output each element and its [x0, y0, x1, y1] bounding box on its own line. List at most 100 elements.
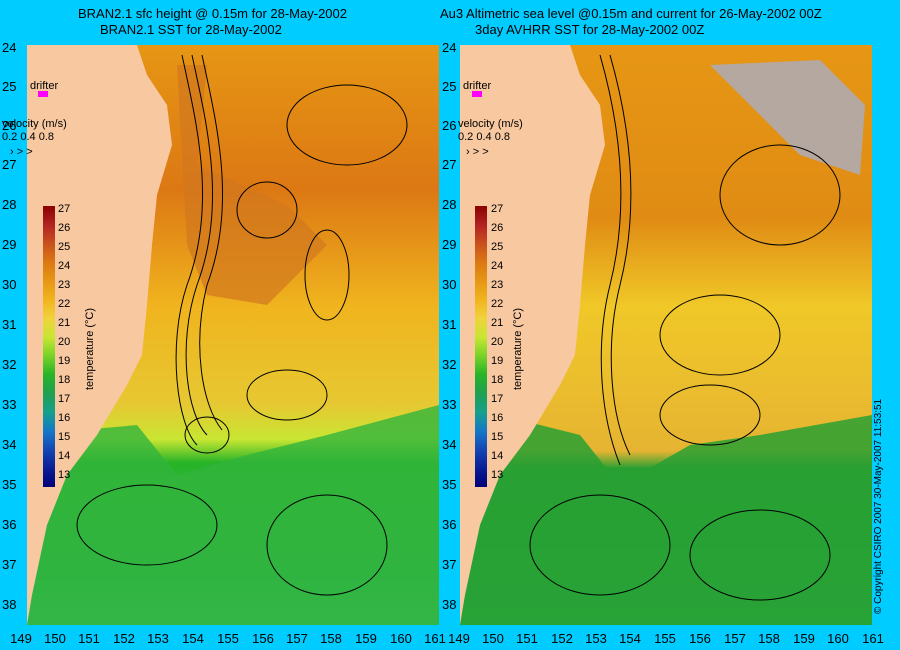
x-tick: 153	[585, 631, 607, 646]
right-sst-map	[460, 45, 872, 625]
y-tick: 37	[2, 557, 17, 572]
colorbar-tick: 24	[58, 260, 71, 272]
left-sst-map	[27, 45, 439, 625]
y-tick: 31	[442, 317, 457, 332]
y-tick: 33	[442, 397, 457, 412]
colorbar-tick: 27	[58, 203, 71, 215]
x-tick: 154	[182, 631, 204, 646]
velocity-label: velocity (m/s)	[2, 118, 67, 130]
x-tick: 156	[252, 631, 274, 646]
colorbar-tick: 21	[58, 317, 71, 329]
colorbar-tick: 20	[58, 336, 71, 348]
y-tick: 28	[442, 197, 457, 212]
x-tick: 157	[286, 631, 308, 646]
colorbar-tick: 23	[58, 279, 71, 291]
colorbar-title-right: temperature (°C)	[512, 307, 524, 390]
colorbar-tick: 13	[491, 469, 504, 481]
colorbar-tick: 20	[491, 336, 504, 348]
x-tick: 151	[516, 631, 538, 646]
y-tick: 24	[2, 40, 17, 55]
x-tick: 157	[724, 631, 746, 646]
right-map-panel	[460, 45, 872, 625]
drifter-label: drifter	[30, 80, 59, 92]
x-tick: 151	[78, 631, 100, 646]
right-land	[460, 45, 605, 625]
colorbar-tick: 14	[58, 450, 71, 462]
y-tick: 34	[442, 437, 457, 452]
x-tick: 158	[758, 631, 780, 646]
y-tick: 30	[2, 277, 17, 292]
y-tick: 35	[442, 477, 457, 492]
left-front-green	[27, 405, 439, 625]
x-tick: 160	[827, 631, 849, 646]
y-tick: 25	[2, 79, 17, 94]
colorbar-tick: 15	[491, 431, 504, 443]
x-tick: 161	[862, 631, 884, 646]
y-tick: 26	[2, 118, 17, 133]
y-tick: 36	[442, 517, 457, 532]
y-tick: 35	[2, 477, 17, 492]
colorbar-tick: 17	[58, 393, 71, 405]
colorbar-tick: 25	[58, 241, 71, 253]
left-title-line1: BRAN2.1 sfc height @ 0.15m for 28-May-20…	[78, 6, 347, 21]
y-tick: 29	[2, 237, 17, 252]
colorbar-tick: 18	[58, 374, 71, 386]
y-tick: 24	[442, 40, 457, 55]
drifter-label: drifter	[463, 80, 492, 92]
colorbar-tick: 13	[58, 469, 71, 481]
y-tick: 29	[442, 237, 457, 252]
colorbar-tick: 21	[491, 317, 504, 329]
left-title-line2: BRAN2.1 SST for 28-May-2002	[100, 22, 282, 37]
x-tick: 152	[551, 631, 573, 646]
x-tick: 153	[147, 631, 169, 646]
y-tick: 37	[442, 557, 457, 572]
y-tick: 38	[2, 597, 17, 612]
copyright-text: © Copyright CSIRO 2007 30-May-2007 11:53…	[873, 398, 884, 614]
y-tick: 34	[2, 437, 17, 452]
y-tick: 33	[2, 397, 17, 412]
y-tick: 26	[442, 118, 457, 133]
y-tick: 32	[2, 357, 17, 372]
colorbar-tick: 24	[491, 260, 504, 272]
colorbar-tick: 19	[491, 355, 504, 367]
y-tick: 31	[2, 317, 17, 332]
colorbar-tick: 19	[58, 355, 71, 367]
velocity-values: 0.2 0.4 0.8	[458, 131, 510, 143]
colorbar-right	[475, 206, 487, 487]
colorbar-tick: 26	[58, 222, 71, 234]
right-title-line1: Au3 Altimetric sea level @0.15m and curr…	[440, 6, 822, 21]
x-tick: 149	[10, 631, 32, 646]
colorbar-tick: 16	[58, 412, 71, 424]
y-tick: 27	[2, 157, 17, 172]
colorbar-tick: 18	[491, 374, 504, 386]
right-title-line2: 3day AVHRR SST for 28-May-2002 00Z	[475, 22, 705, 37]
velocity-arrows: › > >	[466, 146, 489, 158]
colorbar-title-left: temperature (°C)	[84, 307, 96, 390]
colorbar-tick: 17	[491, 393, 504, 405]
y-tick: 36	[2, 517, 17, 532]
x-tick: 156	[689, 631, 711, 646]
right-cloud	[710, 60, 865, 175]
left-warm-core	[177, 65, 327, 305]
x-tick: 152	[113, 631, 135, 646]
colorbar-tick: 15	[58, 431, 71, 443]
x-tick: 150	[44, 631, 66, 646]
colorbar-tick: 22	[491, 298, 504, 310]
colorbar-tick: 14	[491, 450, 504, 462]
y-tick: 25	[442, 79, 457, 94]
x-tick: 154	[619, 631, 641, 646]
y-tick: 27	[442, 157, 457, 172]
y-tick: 28	[2, 197, 17, 212]
x-tick: 158	[320, 631, 342, 646]
colorbar-left	[43, 206, 55, 487]
y-tick: 30	[442, 277, 457, 292]
colorbar-tick: 27	[491, 203, 504, 215]
colorbar-tick: 23	[491, 279, 504, 291]
velocity-arrows: › > >	[10, 146, 33, 158]
x-tick: 160	[390, 631, 412, 646]
drifter-marker	[38, 91, 48, 97]
y-tick: 32	[442, 357, 457, 372]
x-tick: 155	[217, 631, 239, 646]
drifter-marker	[472, 91, 482, 97]
right-front-green	[460, 405, 872, 625]
